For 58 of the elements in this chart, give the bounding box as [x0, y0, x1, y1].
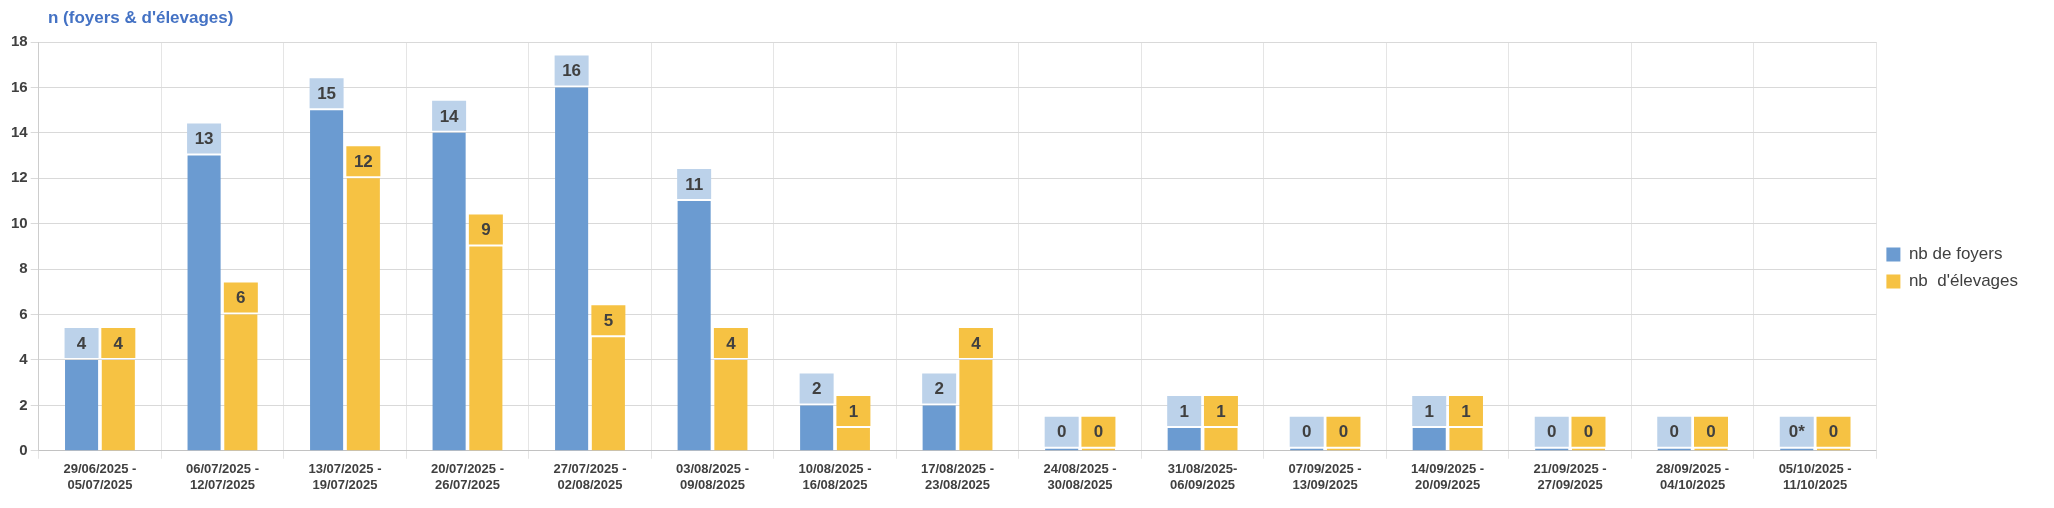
data-label: 0	[1706, 422, 1716, 442]
data-label: 2	[934, 379, 944, 399]
x-tick-label: 28/09/2025 - 04/10/2025	[1656, 461, 1730, 492]
data-label: 0	[1093, 422, 1104, 442]
x-tick-label: 17/08/2025 - 23/08/2025	[921, 461, 995, 492]
data-label: 0	[1828, 422, 1839, 442]
data-label: 0	[1583, 422, 1594, 442]
data-label: 0	[1547, 422, 1557, 442]
data-label: 0	[1301, 422, 1312, 442]
data-label: 1	[1461, 401, 1471, 421]
x-tick-label: 07/09/2025 - 13/09/2025	[1288, 461, 1362, 492]
data-label: 4	[726, 333, 737, 353]
x-tick-label: 05/10/2025 - 11/10/2025	[1778, 461, 1852, 492]
x-tick-label: 20/07/2025 - 26/07/2025	[430, 461, 504, 492]
data-label: 15	[317, 83, 337, 103]
data-label: 1	[1216, 401, 1226, 421]
y-tick-label: 18	[11, 32, 28, 50]
data-label: 0	[1056, 422, 1067, 442]
legend-label: nb d'élevages	[1908, 271, 2018, 291]
y-tick-label: 4	[19, 350, 29, 368]
y-tick-label: 16	[11, 77, 28, 95]
data-label: 5	[603, 310, 614, 330]
data-label: 4	[76, 333, 87, 353]
data-label: 14	[439, 106, 460, 126]
data-label: 12	[353, 151, 373, 171]
x-tick-label: 14/09/2025 - 20/09/2025	[1411, 461, 1485, 492]
data-label: 4	[971, 333, 982, 353]
data-label: 1	[1424, 401, 1434, 421]
data-label: 1	[848, 401, 859, 421]
x-tick-label: 27/07/2025 - 02/08/2025	[553, 461, 627, 492]
data-label: 0	[1338, 422, 1349, 442]
data-label: 9	[481, 220, 491, 240]
x-tick-label: 06/07/2025 - 12/07/2025	[185, 461, 259, 492]
data-label: 0	[1669, 422, 1679, 442]
x-tick-label: 21/09/2025 - 27/09/2025	[1533, 461, 1607, 492]
y-tick-label: 0	[19, 440, 28, 458]
x-tick-label: 10/08/2025 - 16/08/2025	[798, 461, 872, 492]
data-label: 4	[113, 333, 124, 353]
data-label: 11	[685, 174, 704, 194]
x-tick-label: 03/08/2025 - 09/08/2025	[676, 461, 750, 492]
data-label: 13	[194, 129, 214, 149]
data-label: 1	[1179, 401, 1189, 421]
data-label: 2	[811, 379, 822, 399]
x-tick-label: 29/06/2025 - 05/07/2025	[63, 461, 137, 492]
y-tick-label: 2	[19, 395, 28, 413]
y-tick-label: 10	[11, 213, 28, 231]
y-tick-label: 12	[11, 168, 28, 186]
x-tick-label: 13/07/2025 - 19/07/2025	[308, 461, 382, 492]
y-tick-label: 6	[19, 304, 28, 322]
data-label: 16	[562, 61, 582, 81]
y-tick-label: 8	[19, 259, 28, 277]
data-label: 6	[236, 288, 246, 308]
x-tick-label: 31/08/2025-06/09/2025	[1167, 461, 1238, 492]
legend-label: nb de foyers	[1908, 244, 2003, 264]
y-axis-title: n (foyers & d'élevages)	[48, 8, 235, 29]
x-tick-label: 24/08/2025 - 30/08/2025	[1043, 461, 1117, 492]
y-tick-label: 14	[11, 122, 29, 140]
data-label: 0*	[1788, 422, 1806, 442]
